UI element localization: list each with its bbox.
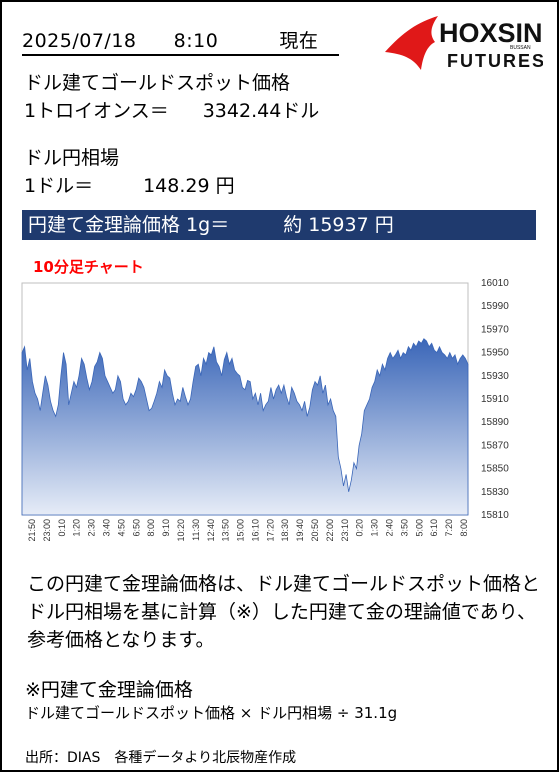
x-tick-label: 1:20	[72, 519, 82, 537]
logo-main-text: HOXSIN	[439, 18, 543, 48]
y-tick-label: 15870	[481, 440, 509, 451]
fx-unit-label: 1ドル＝	[24, 175, 94, 197]
x-tick-label: 2:30	[87, 519, 97, 537]
fx-title: ドル円相場	[24, 147, 120, 169]
y-tick-label: 15950	[481, 348, 509, 359]
y-tick-label: 15830	[481, 487, 509, 498]
x-tick-label: 21:50	[27, 519, 37, 542]
hoxsin-logo: HOXSIN BUSSAN FUTURES	[385, 16, 543, 71]
x-tick-label: 6:50	[131, 519, 141, 537]
fx-rate-line: 1ドル＝ 148.29 円	[24, 171, 235, 198]
x-tick-label: 13:50	[221, 519, 231, 542]
x-tick-label: 2:40	[385, 519, 395, 537]
formula-text: ドル建てゴールドスポット価格 × ドル円相場 ÷ 31.1g	[25, 704, 398, 722]
x-tick-label: 16:10	[250, 519, 260, 542]
x-tick-label: 23:00	[42, 519, 52, 542]
x-tick-label: 3:50	[399, 519, 409, 537]
gold-currency: ドル	[281, 100, 320, 122]
gold-price-line: 1トロイオンス＝ 3342.44ドル	[24, 96, 319, 123]
x-tick-label: 20:50	[310, 519, 320, 542]
gold-unit-label: 1トロイオンス＝	[24, 100, 169, 122]
formula-title: ※円建て金理論価格	[25, 679, 193, 701]
x-tick-label: 11:30	[191, 519, 201, 541]
y-tick-label: 15810	[481, 510, 509, 521]
x-tick-label: 8:00	[459, 519, 469, 537]
price-area-series	[21, 338, 469, 516]
x-tick-label: 12:40	[206, 519, 216, 542]
y-tick-label: 15850	[481, 464, 509, 475]
y-tick-label: 15970	[481, 324, 509, 335]
as-of-label: 現在	[279, 30, 319, 52]
logo-swoosh-icon	[385, 16, 438, 70]
x-tick-label: 17:20	[265, 519, 275, 542]
x-tick-label: 7:20	[444, 519, 454, 537]
x-tick-label: 5:00	[414, 519, 424, 537]
x-tick-label: 9:10	[161, 519, 171, 537]
y-tick-label: 15890	[481, 417, 509, 428]
price-chart: 15810 15830 15850 15870 15890 15910 15930 15950…	[21, 278, 509, 542]
date-text: 2025/07/18	[22, 30, 137, 52]
x-tick-label: 22:00	[325, 519, 335, 542]
x-tick-label: 0:10	[57, 519, 67, 537]
x-tick-label: 3:40	[102, 519, 112, 537]
y-tick-label: 16010	[481, 278, 509, 289]
explanation-paragraph: この円建て金理論価格は、ドル建てゴールドスポット価格とドル円相場を基に計算（※）…	[27, 573, 541, 651]
banner-value: 約 15937 円	[283, 214, 394, 236]
x-tick-label: 8:00	[146, 519, 156, 537]
banner-label: 円建て金理論価格 1g＝	[28, 214, 230, 236]
x-tick-label: 23:10	[340, 519, 350, 542]
y-tick-label: 15930	[481, 371, 509, 382]
y-tick-label: 15910	[481, 394, 509, 405]
yen-gold-price-banner: 円建て金理論価格 1g＝ 約 15937 円	[22, 210, 536, 240]
x-tick-label: 4:50	[116, 519, 126, 537]
chart-title: 10分足チャート	[33, 258, 144, 276]
fx-rate-value: 148.29	[143, 175, 210, 197]
gold-price-value: 3342.44	[202, 100, 282, 122]
x-tick-label: 0:20	[355, 519, 365, 537]
gold-title: ドル建てゴールドスポット価格	[24, 72, 291, 94]
timestamp-line: 2025/07/18 8:10 現在	[22, 26, 339, 56]
x-tick-label: 18:30	[280, 519, 290, 542]
x-tick-label: 19:40	[295, 519, 305, 542]
x-tick-label: 6:10	[429, 519, 439, 537]
y-tick-label: 15990	[481, 301, 509, 312]
x-tick-label: 1:30	[370, 519, 380, 537]
logo-sub-text: FUTURES	[447, 51, 543, 71]
x-tick-label: 15:00	[236, 519, 246, 542]
fx-currency: 円	[215, 175, 235, 197]
time-text: 8:10	[173, 30, 219, 52]
logo-small-text: BUSSAN	[510, 45, 531, 51]
x-tick-label: 10:20	[176, 519, 186, 542]
source-note: 出所：DIAS 各種データより北辰物産作成	[25, 750, 297, 766]
